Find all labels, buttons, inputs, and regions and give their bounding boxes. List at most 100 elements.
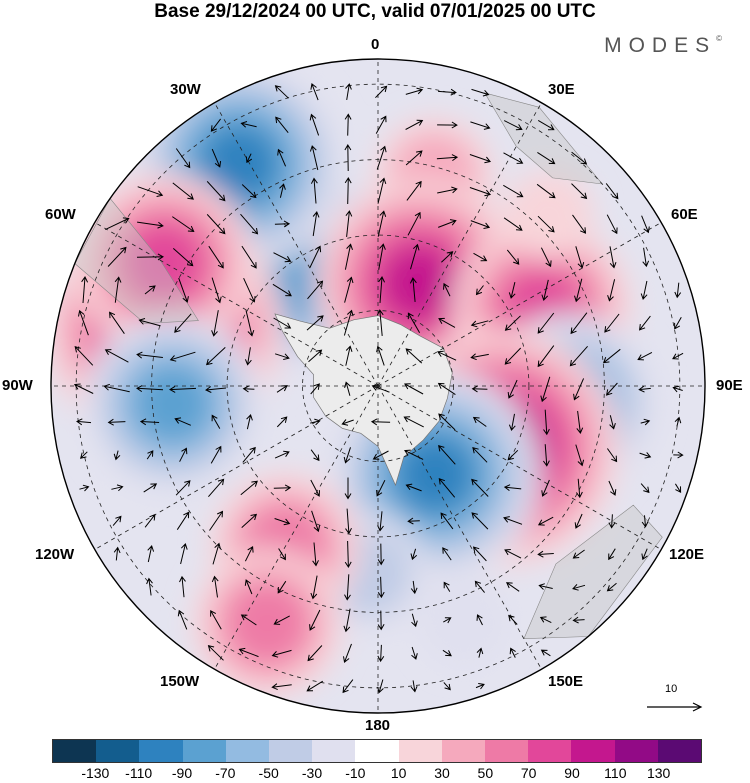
wind-arrow <box>371 384 390 393</box>
wind-arrow <box>574 278 583 303</box>
wind-arrow <box>240 614 257 626</box>
wind-arrow <box>275 116 289 134</box>
wind-arrow <box>471 478 489 497</box>
wind-arrow <box>112 515 122 526</box>
wind-arrow <box>471 88 490 97</box>
wind-arrow <box>307 280 324 300</box>
wind-arrow <box>440 512 454 530</box>
colorbar-swatch <box>485 740 529 762</box>
wind-arrow <box>147 545 155 563</box>
wind-arrow <box>109 311 125 334</box>
wind-arrow <box>469 154 492 164</box>
wind-arrow <box>470 320 489 328</box>
wind-arrow <box>410 680 418 693</box>
wind-arrow <box>505 582 520 592</box>
wind-arrow <box>273 484 292 492</box>
wind-arrow <box>571 151 588 165</box>
wind-arrow <box>508 413 516 432</box>
wind-arrow <box>569 345 588 367</box>
wind-arrow <box>179 447 188 462</box>
wind-arrow <box>174 313 192 333</box>
wind-arrow <box>507 379 518 399</box>
wind-arrow <box>407 517 420 525</box>
wind-arrow <box>503 217 523 231</box>
meridian-line <box>94 222 379 387</box>
wind-arrow <box>113 546 121 561</box>
wind-arrow <box>309 113 320 136</box>
wind-arrow <box>310 82 319 101</box>
wind-arrow <box>473 252 488 262</box>
modes-logo: MODES© <box>604 34 722 58</box>
latitude-circle <box>226 234 530 538</box>
wind-arrow <box>537 215 555 233</box>
wind-arrow <box>508 281 516 299</box>
wind-arrow <box>240 480 258 496</box>
wind-arrow <box>345 83 352 100</box>
wind-arrow <box>470 353 489 361</box>
wind-arrow <box>345 508 352 535</box>
wind-arrow <box>211 414 221 429</box>
wind-arrow <box>375 85 388 99</box>
wind-arrow <box>609 246 617 269</box>
wind-arrow <box>308 349 323 363</box>
wind-arrow <box>542 444 550 467</box>
wind-arrow <box>212 542 221 565</box>
wind-arrow <box>376 479 386 497</box>
wind-arrow <box>372 450 389 460</box>
wind-arrow <box>537 345 555 368</box>
wind-arrow <box>641 215 650 234</box>
wind-arrow <box>205 347 226 366</box>
meridian-line <box>214 102 379 387</box>
map-title: Base 29/12/2024 00 UTC, valid 07/01/2025… <box>154 1 596 22</box>
wind-arrow <box>73 383 94 394</box>
wind-arrow <box>602 348 621 364</box>
wind-arrow <box>238 647 259 658</box>
colorbar-swatch <box>139 740 183 762</box>
wind-arrow <box>640 418 651 426</box>
wind-arrow <box>114 276 122 303</box>
wind-arrow <box>375 115 387 134</box>
wind-arrow <box>146 577 153 596</box>
wind-arrow <box>211 575 219 598</box>
wind-arrow <box>310 177 318 204</box>
colorbar-tick-label: -130 <box>81 765 110 781</box>
wind-arrow <box>410 580 418 595</box>
colorbar-swatch <box>269 740 313 762</box>
wind-arrow <box>443 682 451 691</box>
wind-arrow <box>345 210 353 237</box>
wind-arrow <box>276 416 288 428</box>
wind-arrow <box>404 449 424 460</box>
wind-arrow <box>604 313 620 333</box>
wind-arrow <box>341 419 354 426</box>
wind-arrow <box>343 447 351 464</box>
wind-arrow <box>370 418 391 426</box>
wind-arrow <box>244 579 253 595</box>
wind-arrow <box>206 214 226 235</box>
wind-arrow <box>638 385 651 393</box>
colorbar-tick-label: 90 <box>564 765 580 781</box>
wind-arrow <box>504 315 521 331</box>
wind-arrow <box>177 609 188 630</box>
wind-arrow <box>169 385 197 393</box>
wind-arrow <box>245 153 253 164</box>
wind-arrow <box>537 312 555 334</box>
brand-mark: © <box>716 34 722 43</box>
wind-arrow <box>208 245 224 269</box>
wind-arrow <box>541 279 549 302</box>
wind-arrow <box>376 145 387 170</box>
wind-arrow <box>271 683 292 691</box>
wind-arrow <box>404 383 424 395</box>
wind-arrow <box>377 576 385 599</box>
lon-label-90w: 90W <box>2 377 33 394</box>
wind-arrow <box>144 513 156 528</box>
wind-arrow <box>345 345 353 366</box>
wind-arrow <box>211 310 219 337</box>
anomaly-blob <box>419 577 510 668</box>
wind-arrow <box>637 351 653 361</box>
wind-arrow <box>309 609 321 631</box>
wind-arrow <box>607 279 616 302</box>
colorbar-tick-label: 50 <box>477 765 494 781</box>
wind-arrow <box>642 247 650 268</box>
coastlines <box>74 92 663 640</box>
colorbar-swatch <box>571 740 615 762</box>
